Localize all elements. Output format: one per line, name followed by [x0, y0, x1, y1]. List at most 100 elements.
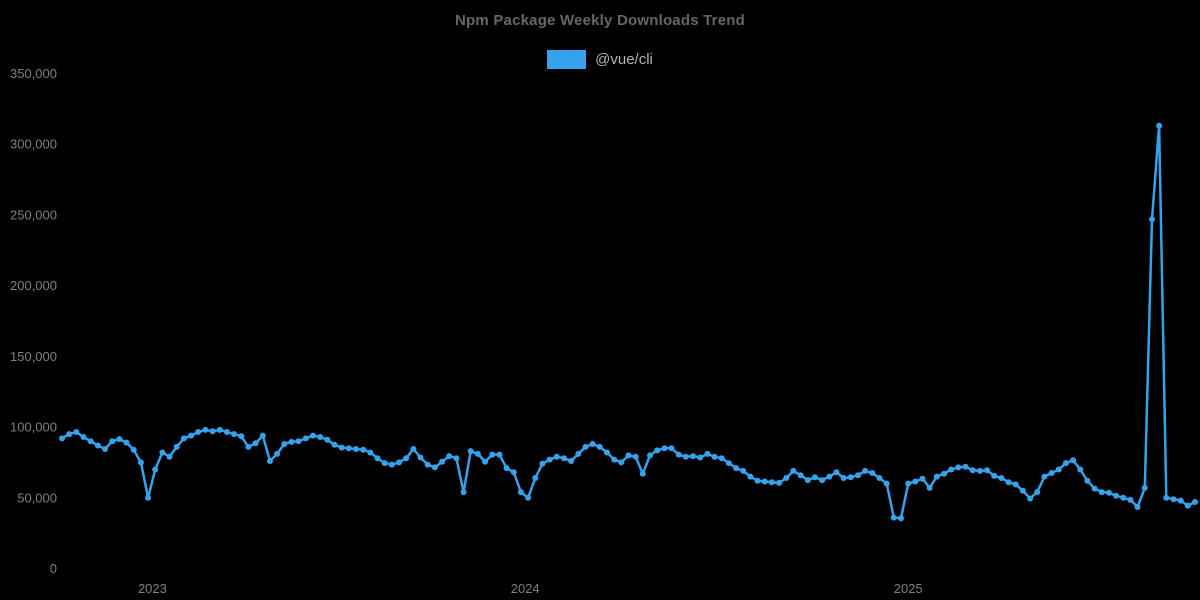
data-point — [1134, 504, 1141, 510]
data-point — [152, 466, 159, 473]
data-point — [195, 429, 202, 435]
data-point — [94, 442, 101, 449]
data-point — [647, 452, 653, 459]
data-point — [231, 431, 238, 438]
data-point — [274, 450, 281, 457]
data-point — [955, 464, 962, 471]
data-point — [87, 438, 94, 445]
data-point — [1156, 122, 1163, 129]
data-point — [116, 436, 123, 443]
data-point — [482, 458, 489, 465]
data-point — [1120, 494, 1127, 501]
data-point — [969, 467, 976, 474]
data-point — [216, 426, 223, 433]
data-point — [180, 435, 187, 442]
data-point — [797, 472, 804, 479]
legend-item-vue-cli[interactable]: @vue/cli — [547, 50, 653, 69]
data-point — [1012, 481, 1019, 488]
data-point — [625, 452, 632, 459]
data-point — [130, 446, 137, 453]
data-point — [317, 434, 324, 440]
data-point — [905, 480, 912, 487]
data-point — [639, 470, 646, 477]
data-point — [109, 438, 116, 445]
data-point — [267, 458, 273, 464]
x-tick-label: 2025 — [894, 581, 923, 596]
data-point — [998, 475, 1005, 481]
data-point — [1098, 489, 1105, 496]
data-point — [539, 460, 546, 467]
chart-title: Npm Package Weekly Downloads Trend — [455, 12, 745, 29]
data-point — [353, 446, 359, 452]
data-point — [976, 467, 983, 474]
data-point — [73, 429, 80, 435]
data-point — [396, 459, 402, 466]
data-point — [1055, 466, 1062, 473]
data-point — [525, 494, 532, 501]
data-point — [1048, 470, 1055, 476]
data-point — [776, 479, 783, 486]
data-point — [80, 434, 87, 440]
data-point — [833, 469, 840, 476]
data-point — [431, 464, 438, 471]
data-point — [1105, 489, 1112, 496]
data-point — [188, 432, 195, 439]
data-point — [761, 478, 768, 485]
data-point — [1127, 496, 1134, 503]
data-point — [1163, 494, 1170, 501]
data-point — [1070, 457, 1077, 464]
data-point — [661, 445, 668, 452]
data-point — [668, 445, 675, 452]
data-point — [238, 433, 245, 440]
data-point — [682, 453, 689, 460]
data-point — [302, 435, 309, 442]
data-point — [1041, 473, 1048, 480]
data-point — [252, 440, 259, 447]
data-point — [381, 460, 388, 467]
data-point — [1034, 489, 1041, 496]
data-point — [145, 494, 152, 501]
data-point — [819, 477, 826, 484]
data-point — [367, 449, 374, 456]
data-point — [223, 429, 230, 435]
data-point — [489, 451, 496, 458]
data-point — [568, 458, 575, 464]
data-point — [374, 455, 381, 462]
data-point — [446, 453, 453, 460]
data-point — [1192, 499, 1198, 505]
data-point — [962, 463, 969, 470]
legend-item-label: @vue/cli — [595, 51, 653, 68]
data-point — [704, 450, 711, 457]
data-point — [869, 470, 876, 476]
data-point — [840, 475, 847, 481]
data-point — [898, 515, 904, 522]
y-tick-label: 0 — [50, 561, 57, 576]
data-point — [596, 443, 603, 450]
data-point — [855, 472, 861, 479]
data-point — [826, 473, 833, 480]
data-point — [517, 489, 524, 496]
data-point — [890, 514, 897, 521]
data-point — [1084, 477, 1091, 484]
data-point — [740, 467, 747, 474]
data-point — [1027, 495, 1034, 502]
y-tick-label: 300,000 — [10, 137, 57, 152]
data-point — [919, 475, 926, 482]
data-point — [804, 477, 811, 484]
data-point — [1091, 485, 1098, 492]
data-point — [1019, 487, 1026, 494]
legend-swatch-icon — [547, 50, 587, 69]
data-point — [209, 428, 216, 435]
data-point — [546, 456, 553, 463]
data-point — [66, 431, 73, 438]
data-point — [202, 426, 209, 433]
data-point — [654, 447, 661, 454]
data-point — [503, 465, 510, 472]
data-point — [876, 475, 883, 481]
data-point — [783, 475, 790, 481]
y-tick-label: 50,000 — [17, 490, 57, 505]
data-point — [883, 480, 890, 487]
data-point — [173, 443, 180, 450]
